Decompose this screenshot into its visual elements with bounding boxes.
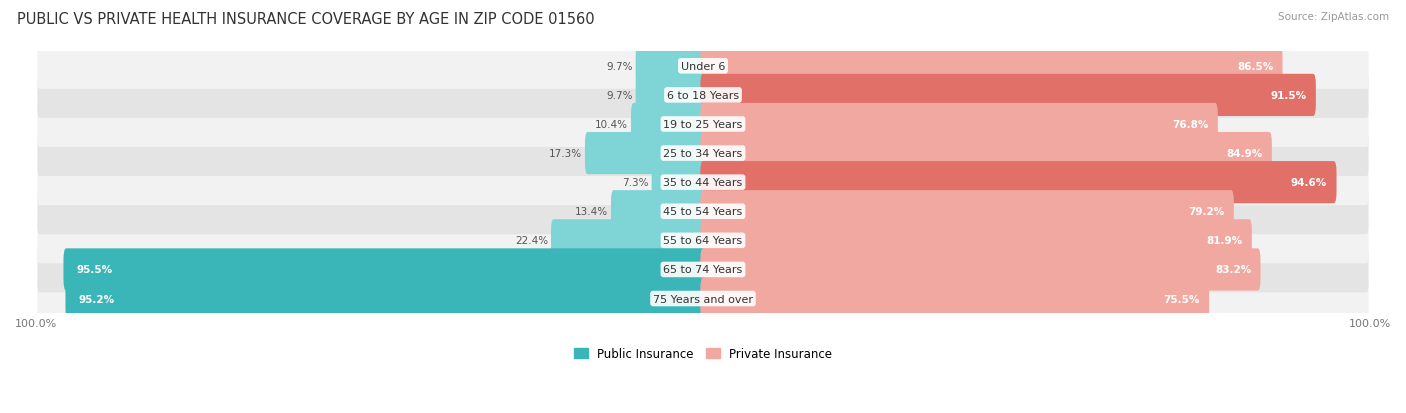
Text: 22.4%: 22.4% — [515, 236, 548, 246]
FancyBboxPatch shape — [38, 131, 1368, 177]
Text: PUBLIC VS PRIVATE HEALTH INSURANCE COVERAGE BY AGE IN ZIP CODE 01560: PUBLIC VS PRIVATE HEALTH INSURANCE COVER… — [17, 12, 595, 27]
Text: 9.7%: 9.7% — [606, 91, 633, 101]
FancyBboxPatch shape — [700, 133, 1272, 175]
Text: Source: ZipAtlas.com: Source: ZipAtlas.com — [1278, 12, 1389, 22]
FancyBboxPatch shape — [585, 133, 706, 175]
Text: 13.4%: 13.4% — [575, 207, 609, 217]
FancyBboxPatch shape — [700, 161, 1337, 204]
FancyBboxPatch shape — [700, 104, 1218, 146]
FancyBboxPatch shape — [38, 218, 1368, 263]
Text: 19 to 25 Years: 19 to 25 Years — [664, 120, 742, 130]
Text: 6 to 18 Years: 6 to 18 Years — [666, 91, 740, 101]
Text: 75 Years and over: 75 Years and over — [652, 294, 754, 304]
FancyBboxPatch shape — [38, 102, 1368, 147]
FancyBboxPatch shape — [636, 75, 706, 117]
Text: 25 to 34 Years: 25 to 34 Years — [664, 149, 742, 159]
FancyBboxPatch shape — [551, 220, 706, 262]
FancyBboxPatch shape — [38, 276, 1368, 322]
Text: 76.8%: 76.8% — [1173, 120, 1209, 130]
FancyBboxPatch shape — [700, 75, 1316, 117]
Text: 81.9%: 81.9% — [1206, 236, 1243, 246]
FancyBboxPatch shape — [38, 44, 1368, 90]
Text: 17.3%: 17.3% — [550, 149, 582, 159]
Text: 86.5%: 86.5% — [1237, 62, 1274, 71]
Text: 95.2%: 95.2% — [79, 294, 114, 304]
Legend: Public Insurance, Private Insurance: Public Insurance, Private Insurance — [569, 342, 837, 365]
FancyBboxPatch shape — [700, 220, 1251, 262]
FancyBboxPatch shape — [38, 73, 1368, 119]
Text: Under 6: Under 6 — [681, 62, 725, 71]
FancyBboxPatch shape — [700, 278, 1209, 320]
Text: 65 to 74 Years: 65 to 74 Years — [664, 265, 742, 275]
FancyBboxPatch shape — [700, 249, 1261, 291]
FancyBboxPatch shape — [38, 247, 1368, 293]
Text: 55 to 64 Years: 55 to 64 Years — [664, 236, 742, 246]
Text: 83.2%: 83.2% — [1215, 265, 1251, 275]
FancyBboxPatch shape — [631, 104, 706, 146]
Text: 84.9%: 84.9% — [1226, 149, 1263, 159]
Text: 9.7%: 9.7% — [606, 62, 633, 71]
FancyBboxPatch shape — [700, 191, 1234, 233]
FancyBboxPatch shape — [636, 45, 706, 88]
FancyBboxPatch shape — [63, 249, 706, 291]
Text: 79.2%: 79.2% — [1188, 207, 1225, 217]
Text: 45 to 54 Years: 45 to 54 Years — [664, 207, 742, 217]
Text: 35 to 44 Years: 35 to 44 Years — [664, 178, 742, 188]
Text: 7.3%: 7.3% — [623, 178, 650, 188]
FancyBboxPatch shape — [700, 45, 1282, 88]
FancyBboxPatch shape — [38, 189, 1368, 235]
FancyBboxPatch shape — [38, 160, 1368, 206]
Text: 10.4%: 10.4% — [595, 120, 628, 130]
FancyBboxPatch shape — [612, 191, 706, 233]
Text: 75.5%: 75.5% — [1163, 294, 1199, 304]
Text: 94.6%: 94.6% — [1291, 178, 1327, 188]
FancyBboxPatch shape — [66, 278, 706, 320]
Text: 91.5%: 91.5% — [1271, 91, 1306, 101]
FancyBboxPatch shape — [651, 161, 706, 204]
Text: 95.5%: 95.5% — [76, 265, 112, 275]
